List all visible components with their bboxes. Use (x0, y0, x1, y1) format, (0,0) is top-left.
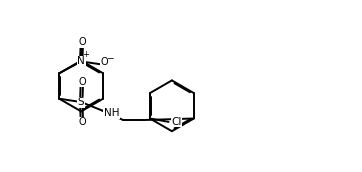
Text: +: + (83, 50, 89, 58)
Text: Cl: Cl (171, 117, 182, 127)
Text: O: O (78, 77, 86, 87)
Text: S: S (78, 97, 84, 107)
Text: O: O (78, 37, 86, 47)
Text: −: − (105, 54, 113, 63)
Text: N: N (77, 56, 85, 66)
Text: NH: NH (104, 108, 119, 118)
Text: O: O (78, 117, 86, 127)
Text: O: O (100, 57, 108, 67)
